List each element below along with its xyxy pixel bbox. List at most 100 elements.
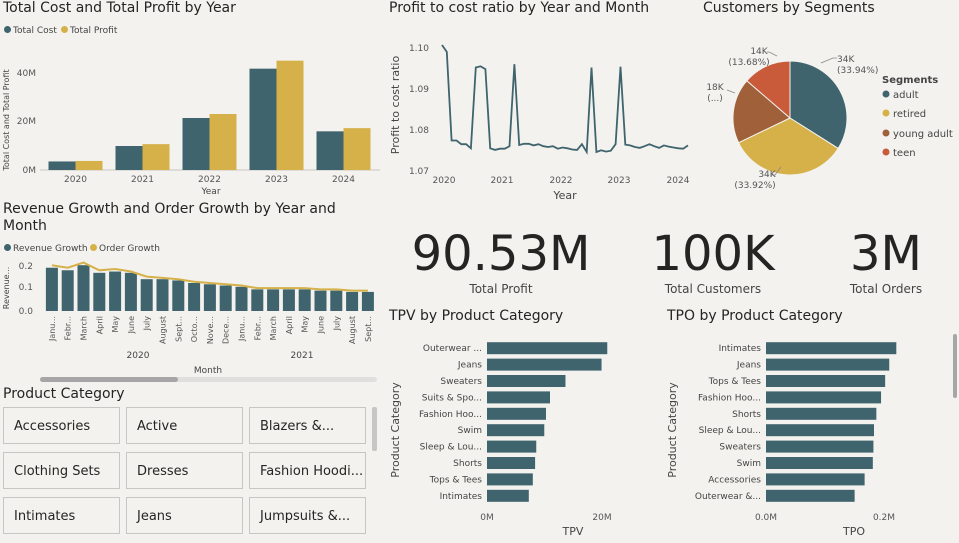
tpv-category-label-1: Jeans xyxy=(457,361,482,371)
slicer-tile-intimates[interactable]: Intimates xyxy=(3,497,120,534)
bar-cost-2024[interactable] xyxy=(316,131,344,170)
tpo-bar-5[interactable] xyxy=(766,424,874,437)
tpv-bar-7[interactable] xyxy=(487,457,536,469)
kpi-total-customers: 100K Total Customers xyxy=(634,230,792,296)
legend-young-adult-dot xyxy=(882,129,890,137)
tpv-bar-5[interactable] xyxy=(487,424,545,437)
legend-adult-label[interactable]: adult xyxy=(893,90,919,101)
tpv-bar-8[interactable] xyxy=(487,473,533,486)
bar-revenue-growth-7[interactable] xyxy=(156,279,169,311)
ratio-ytick-108: 1.08 xyxy=(409,126,429,136)
bar-revenue-growth-6[interactable] xyxy=(140,279,153,311)
bar-profit-2021[interactable] xyxy=(142,144,170,170)
slicer-tile-dresses[interactable]: Dresses xyxy=(126,452,243,489)
slicer-tile-jeans[interactable]: Jeans xyxy=(126,497,243,534)
bar-profit-2022[interactable] xyxy=(209,114,237,170)
ytick-40m: 40M xyxy=(17,69,36,79)
legend-teen-label[interactable]: teen xyxy=(893,148,916,159)
xtick-2021: 2021 xyxy=(131,175,154,185)
bar-revenue-growth-1[interactable] xyxy=(61,270,74,311)
legend-retired-label[interactable]: retired xyxy=(893,109,926,120)
legend-profit-dot xyxy=(61,26,68,33)
cost-profit-ylabel: Total Cost and Total Profit xyxy=(2,69,11,171)
tpo-bar-4[interactable] xyxy=(766,407,877,420)
bar-revenue-growth-18[interactable] xyxy=(330,290,343,311)
bar-revenue-growth-4[interactable] xyxy=(109,271,122,311)
slicer-tile-accessories[interactable]: Accessories xyxy=(3,407,120,444)
slicer-scrollbar-thumb[interactable] xyxy=(372,407,377,451)
bar-revenue-growth-19[interactable] xyxy=(346,291,359,311)
tpv-bar-0[interactable] xyxy=(487,342,608,355)
tpv-bar-2[interactable] xyxy=(487,375,566,387)
tpo-category-label-1: Jeans xyxy=(736,361,761,371)
bar-revenue-growth-13[interactable] xyxy=(251,289,264,311)
tpv-bar-1[interactable] xyxy=(487,358,602,371)
bar-revenue-growth-8[interactable] xyxy=(172,280,185,311)
bar-revenue-growth-20[interactable] xyxy=(361,291,374,311)
slicer-tile-clothing-sets[interactable]: Clothing Sets xyxy=(3,452,120,489)
bar-revenue-growth-3[interactable] xyxy=(93,272,106,311)
tpo-bar-1[interactable] xyxy=(766,358,890,371)
tpo-bar-7[interactable] xyxy=(766,457,873,469)
cost-profit-chart[interactable]: Total Cost Total Profit Total Cost and T… xyxy=(0,20,385,198)
legend-order-dot xyxy=(90,244,97,251)
growth-scrollbar-thumb[interactable] xyxy=(40,377,178,382)
slice-label-teen-pct: (13.68%) xyxy=(728,58,769,68)
bar-cost-2022[interactable] xyxy=(182,118,210,170)
tpv-bar-4[interactable] xyxy=(487,407,546,420)
order-growth-line xyxy=(51,261,368,292)
slice-label-retired-pct: (33.92%) xyxy=(734,181,775,191)
tpo-bar-8[interactable] xyxy=(766,473,865,486)
bar-revenue-growth-16[interactable] xyxy=(298,289,311,311)
growth-chart[interactable]: Revenue Growth Order Growth Revenue... 0… xyxy=(0,238,385,386)
bar-cost-2021[interactable] xyxy=(115,146,143,170)
bar-profit-2024[interactable] xyxy=(343,128,371,170)
ratio-chart[interactable]: Profit to cost ratio 1.10 1.09 1.08 1.07… xyxy=(385,20,695,204)
slicer-tile-fashion-hoodies[interactable]: Fashion Hoodi... xyxy=(249,452,366,489)
segments-title: Customers by Segments xyxy=(703,0,875,16)
tpo-bar-9[interactable] xyxy=(766,489,855,502)
slicer-tile-blazers[interactable]: Blazers &... xyxy=(249,407,366,444)
tpo-bar-2[interactable] xyxy=(766,375,886,387)
bar-cost-2023[interactable] xyxy=(249,68,277,170)
tpv-bar-6[interactable] xyxy=(487,440,537,453)
tpv-bar-3[interactable] xyxy=(487,391,550,404)
segments-chart[interactable]: 34K (33.94%) 14K (13.68%) 18K (...) 34K … xyxy=(697,20,959,198)
pie-slice-retired[interactable] xyxy=(737,117,839,176)
slicer-tile-jumpsuits[interactable]: Jumpsuits &... xyxy=(249,497,366,534)
bar-revenue-growth-12[interactable] xyxy=(235,286,248,311)
ratio-xtick-2023: 2023 xyxy=(608,176,631,186)
tpo-bar-3[interactable] xyxy=(766,391,882,404)
legend-young-adult-label[interactable]: young adult xyxy=(893,129,953,140)
bar-profit-2020[interactable] xyxy=(75,160,103,170)
growth-year-2020: 2020 xyxy=(127,351,150,361)
tpo-bar-6[interactable] xyxy=(766,440,874,453)
bar-revenue-growth-9[interactable] xyxy=(188,283,201,311)
page-scrollbar-thumb[interactable] xyxy=(953,334,957,398)
tpo-xlabel: TPO xyxy=(842,525,865,538)
growth-xtick-0: Janu... xyxy=(48,316,57,342)
tpv-chart[interactable]: Product Category Outerwear ... Jeans Sweat… xyxy=(385,330,635,540)
tpv-bar-9[interactable] xyxy=(487,489,529,502)
bar-revenue-growth-11[interactable] xyxy=(219,285,232,311)
bar-revenue-growth-17[interactable] xyxy=(314,290,327,311)
growth-title-line2: Month xyxy=(3,218,47,234)
bar-revenue-growth-14[interactable] xyxy=(267,289,280,311)
tpo-chart[interactable]: Product Category Intimates Jeans Tops & Te… xyxy=(662,330,952,540)
bar-revenue-growth-5[interactable] xyxy=(124,272,137,311)
growth-xtick-20: Sept... xyxy=(364,316,373,342)
pie-slice-young-adult[interactable] xyxy=(732,80,791,144)
bar-cost-2020[interactable] xyxy=(48,161,76,170)
ratio-ytick-109: 1.09 xyxy=(409,85,429,95)
bar-revenue-growth-0[interactable] xyxy=(45,267,58,311)
slice-label-adult-value: 34K xyxy=(837,55,855,65)
tpo-bar-0[interactable] xyxy=(766,342,897,355)
growth-xtick-16: May xyxy=(301,316,310,333)
bar-profit-2023[interactable] xyxy=(276,60,304,170)
bar-revenue-growth-10[interactable] xyxy=(203,284,216,311)
bar-revenue-growth-2[interactable] xyxy=(77,265,90,311)
ratio-ylabel: Profit to cost ratio xyxy=(389,56,402,155)
pie-slice-teen[interactable] xyxy=(746,60,791,120)
bar-revenue-growth-15[interactable] xyxy=(282,289,295,311)
slicer-tile-active[interactable]: Active xyxy=(126,407,243,444)
